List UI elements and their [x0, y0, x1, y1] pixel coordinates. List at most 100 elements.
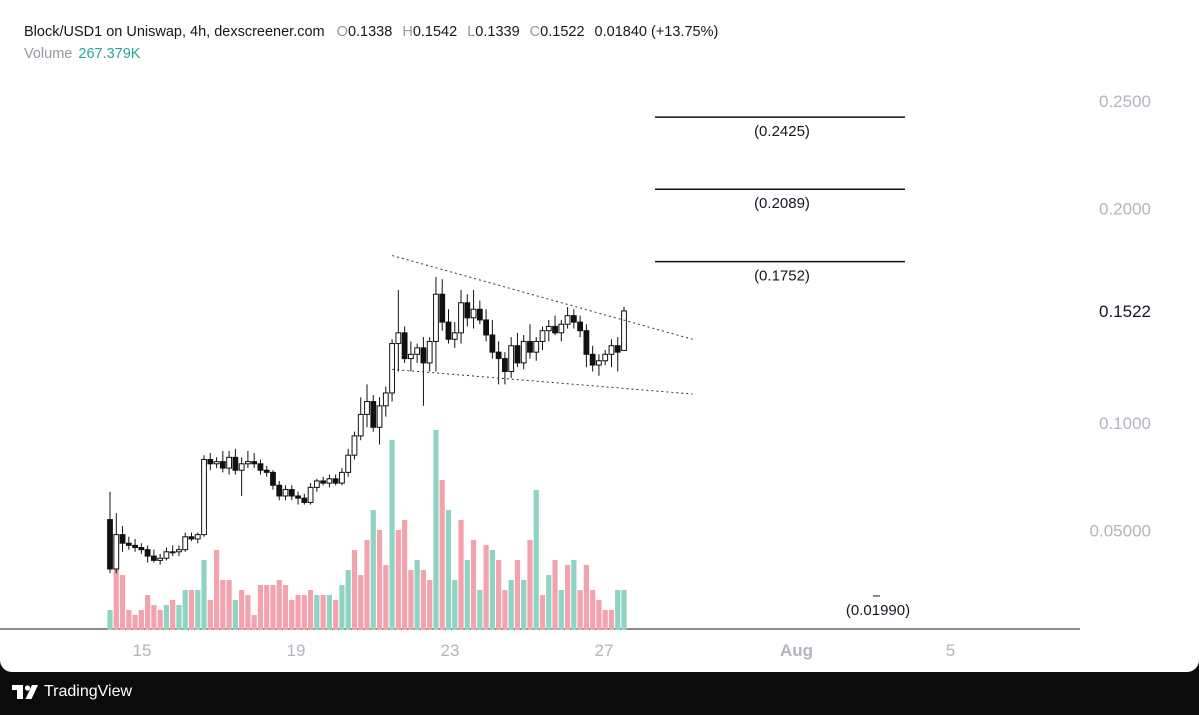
candle-body[interactable]: [577, 321, 584, 332]
candle-body[interactable]: [213, 461, 220, 465]
volume-bar: [502, 590, 508, 630]
candle-body[interactable]: [476, 308, 483, 321]
candle-body[interactable]: [564, 315, 571, 325]
candle-body[interactable]: [382, 392, 389, 407]
candle-body[interactable]: [157, 557, 164, 561]
candle-body[interactable]: [395, 332, 402, 345]
candle-body[interactable]: [263, 469, 270, 473]
volume-bar: [615, 590, 621, 630]
candle-body[interactable]: [232, 456, 239, 471]
candle-body[interactable]: [539, 330, 546, 342]
candle-body[interactable]: [364, 401, 370, 415]
candle-body[interactable]: [589, 353, 596, 366]
candle-body[interactable]: [144, 549, 151, 557]
candle-body[interactable]: [389, 343, 395, 394]
candle-body[interactable]: [420, 347, 427, 364]
candle-body[interactable]: [533, 340, 540, 353]
volume-bar: [132, 615, 138, 630]
candle-body[interactable]: [119, 534, 126, 544]
candle-body[interactable]: [470, 308, 477, 319]
candle-body[interactable]: [163, 551, 170, 559]
candle-body[interactable]: [445, 321, 452, 340]
candle-body[interactable]: [201, 458, 207, 536]
candle-body[interactable]: [132, 544, 138, 549]
candle-body[interactable]: [489, 334, 496, 353]
candle-body[interactable]: [107, 519, 113, 570]
candle-body[interactable]: [270, 471, 276, 486]
volume-bar: [508, 580, 514, 630]
candle-body[interactable]: [345, 454, 352, 473]
candle-body[interactable]: [357, 413, 364, 437]
candle-body[interactable]: [219, 461, 226, 469]
candle-body[interactable]: [295, 495, 301, 499]
candle-body[interactable]: [194, 534, 201, 540]
volume-bar: [358, 575, 364, 630]
candle-body[interactable]: [451, 332, 458, 340]
candle-body[interactable]: [508, 345, 515, 372]
candle-body[interactable]: [464, 302, 471, 319]
candle-body[interactable]: [614, 345, 621, 353]
volume-bar: [201, 560, 207, 630]
candle-body[interactable]: [426, 340, 433, 364]
candle-body[interactable]: [313, 480, 320, 488]
candle-body[interactable]: [608, 345, 615, 355]
candle-body[interactable]: [439, 293, 446, 323]
candle-body[interactable]: [351, 435, 358, 456]
candle-body[interactable]: [570, 315, 577, 323]
candle-body[interactable]: [326, 478, 333, 484]
candle-body[interactable]: [621, 310, 627, 351]
candle-body[interactable]: [527, 340, 533, 353]
candle-body[interactable]: [188, 536, 195, 540]
candle-body[interactable]: [433, 293, 439, 342]
candle-body[interactable]: [458, 302, 464, 334]
candle-body[interactable]: [251, 461, 258, 465]
candle-body[interactable]: [483, 319, 489, 336]
lower-trendline[interactable]: [392, 368, 693, 395]
candle-body[interactable]: [596, 360, 602, 366]
candle-body[interactable]: [514, 345, 521, 364]
candle-body[interactable]: [376, 405, 383, 428]
candle-body[interactable]: [238, 463, 245, 471]
candle-body[interactable]: [339, 471, 345, 484]
candle-body[interactable]: [207, 458, 214, 465]
candle-body[interactable]: [602, 353, 609, 362]
candle-body[interactable]: [502, 358, 508, 372]
price-chart[interactable]: 15 19 23 27 Aug 5 0.2500 0.2000 0.1000 0.05000 0.1…: [0, 0, 1199, 672]
candle-body[interactable]: [307, 486, 314, 503]
candle-body[interactable]: [414, 347, 421, 355]
brand-name[interactable]: TradingView: [44, 683, 133, 700]
candle-body[interactable]: [138, 547, 145, 551]
candle-body[interactable]: [257, 463, 264, 471]
candle-body[interactable]: [226, 456, 232, 469]
volume-bar: [145, 595, 151, 630]
candle-body[interactable]: [401, 332, 408, 360]
candle-body[interactable]: [282, 489, 289, 497]
candle-body[interactable]: [125, 542, 132, 546]
candle-body[interactable]: [495, 351, 502, 360]
candle-body[interactable]: [320, 480, 327, 484]
candle-body[interactable]: [558, 323, 565, 334]
candle-body[interactable]: [552, 325, 558, 334]
candle-body[interactable]: [370, 401, 377, 428]
candle-body[interactable]: [583, 330, 590, 355]
candle-body[interactable]: [301, 497, 308, 503]
candle-body[interactable]: [276, 484, 283, 497]
candle-body[interactable]: [407, 353, 414, 360]
volume-bar: [126, 610, 132, 630]
upper-trendline[interactable]: [392, 255, 693, 340]
candle-body[interactable]: [169, 551, 176, 554]
volume-bar: [546, 575, 552, 630]
candle-body[interactable]: [182, 536, 189, 551]
volume-bar: [395, 530, 401, 630]
candle-body[interactable]: [545, 325, 552, 332]
candle-body[interactable]: [520, 340, 527, 364]
symbol-title[interactable]: Block/USD1 on Uniswap, 4h, dexscreener.c…: [24, 24, 325, 40]
volume-bar: [402, 520, 408, 630]
last-price-label: 0.1522: [1099, 302, 1151, 321]
candle-body[interactable]: [113, 534, 120, 570]
candle-body[interactable]: [150, 555, 157, 561]
candle-body[interactable]: [176, 549, 182, 553]
candle-body[interactable]: [332, 478, 339, 484]
candle-body[interactable]: [245, 461, 251, 465]
candle-body[interactable]: [288, 489, 295, 497]
